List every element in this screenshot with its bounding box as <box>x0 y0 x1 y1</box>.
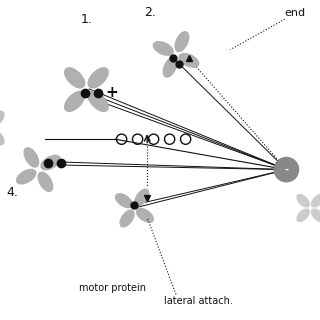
Ellipse shape <box>116 194 132 208</box>
Text: 2.: 2. <box>144 6 156 19</box>
Ellipse shape <box>135 189 149 206</box>
Ellipse shape <box>163 57 177 77</box>
Ellipse shape <box>137 208 153 222</box>
Ellipse shape <box>24 148 38 167</box>
Ellipse shape <box>65 92 84 111</box>
Ellipse shape <box>311 209 320 221</box>
Ellipse shape <box>297 209 309 221</box>
Ellipse shape <box>179 53 199 67</box>
Ellipse shape <box>175 32 189 52</box>
Ellipse shape <box>88 92 108 111</box>
Text: lateral attach.: lateral attach. <box>164 296 233 306</box>
Text: 1.: 1. <box>80 13 92 26</box>
Text: +: + <box>106 85 118 100</box>
Ellipse shape <box>17 170 36 184</box>
Ellipse shape <box>65 68 84 88</box>
Ellipse shape <box>41 156 60 170</box>
Text: 4.: 4. <box>7 186 19 198</box>
Ellipse shape <box>0 129 4 145</box>
Ellipse shape <box>153 42 173 55</box>
Ellipse shape <box>311 195 320 207</box>
Ellipse shape <box>38 172 52 191</box>
Ellipse shape <box>120 210 134 227</box>
Text: motor protein: motor protein <box>78 283 146 293</box>
Circle shape <box>274 157 299 182</box>
Ellipse shape <box>297 195 309 207</box>
Ellipse shape <box>88 68 108 88</box>
Ellipse shape <box>0 111 4 127</box>
Text: -: - <box>284 164 288 175</box>
Text: end: end <box>285 8 306 18</box>
